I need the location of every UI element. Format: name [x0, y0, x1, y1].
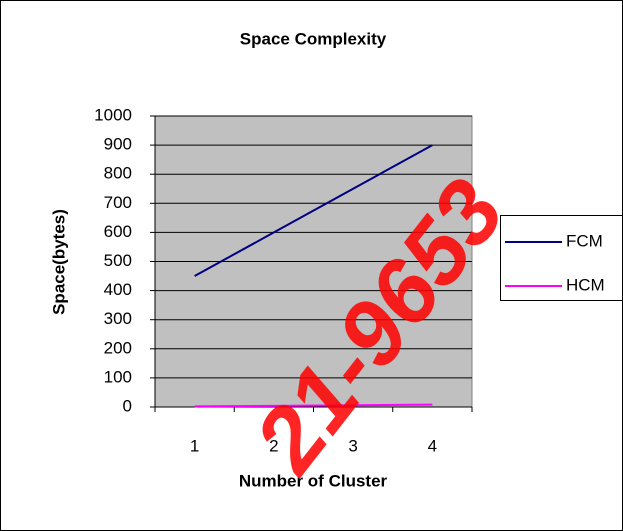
y-tick-label: 700: [104, 193, 132, 212]
x-tick-label: 3: [348, 436, 357, 455]
x-tick-label: 4: [428, 436, 437, 455]
y-tick-label: 400: [104, 280, 132, 299]
y-tick-label: 500: [104, 251, 132, 270]
y-tick-label: 100: [104, 367, 132, 386]
y-tick-label: 300: [104, 309, 132, 328]
series-line: [194, 144, 433, 277]
y-tick-label: 900: [104, 135, 132, 154]
y-tick-label: 1000: [94, 105, 132, 124]
chart-title: Space Complexity: [240, 29, 387, 48]
y-tick-label: 0: [123, 396, 132, 415]
x-axis-label: Number of Cluster: [239, 471, 388, 490]
legend-label: HCM: [566, 275, 605, 294]
y-axis-label: Space(bytes): [49, 209, 68, 315]
y-tick-label: 600: [104, 222, 132, 241]
series-line: [194, 403, 433, 408]
x-tick-label: 1: [190, 436, 199, 455]
legend-label: FCM: [566, 231, 603, 250]
y-tick-label: 800: [104, 164, 132, 183]
y-tick-label: 200: [104, 338, 132, 357]
x-tick-label: 2: [269, 436, 278, 455]
